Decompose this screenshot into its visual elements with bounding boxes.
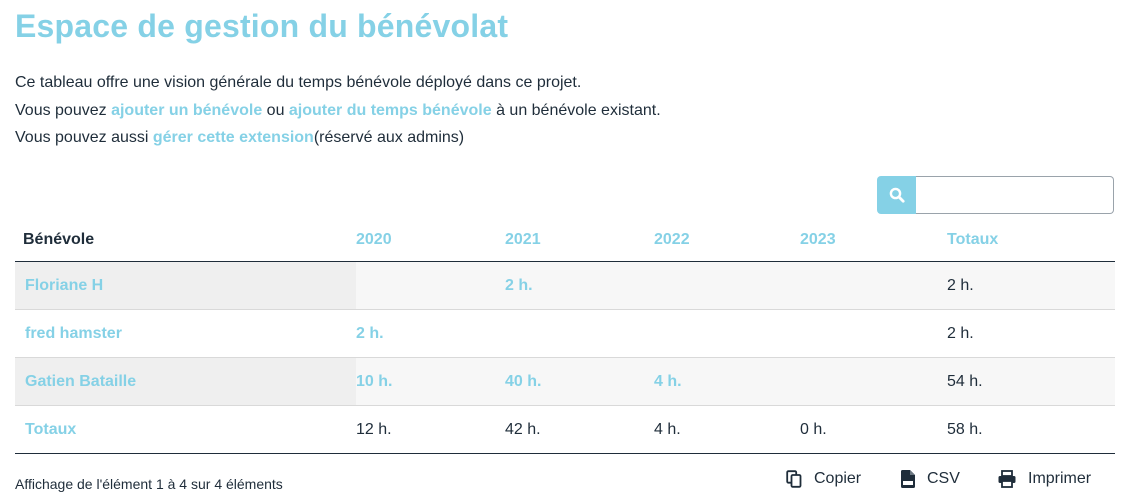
cell-2023 [800,357,947,406]
intro-text-segment: Vous pouvez aussi [15,129,153,146]
grand-total: 58 h. [947,405,1115,454]
print-button[interactable]: Imprimer [998,470,1091,488]
page-title: Espace de gestion du bénévolat [15,8,509,44]
cell-2020 [356,261,505,310]
copy-button[interactable]: Copier [786,470,861,488]
total-2022: 4 h. [654,405,800,454]
volunteer-name-link[interactable]: Floriane H [15,261,356,310]
cell-2021 [505,309,654,358]
total-2023: 0 h. [800,405,947,454]
total-2021: 42 h. [505,405,654,454]
cell-2021-link[interactable]: 2 h. [505,261,654,310]
intro-line-1: Ce tableau offre une vision générale du … [15,74,582,91]
totals-label: Totaux [15,405,356,454]
totals-row: Totaux 12 h. 42 h. 4 h. 0 h. 58 h. [15,405,1115,454]
add-volunteer-link[interactable]: ajouter un bénévole [111,101,263,119]
csv-label: CSV [927,470,960,487]
cell-total: 2 h. [947,309,1115,358]
intro-text-segment: à un bénévole existant. [491,101,661,119]
table-info: Affichage de l'élément 1 à 4 sur 4 éléme… [15,476,283,492]
column-header-2020[interactable]: 2020 [356,218,505,262]
intro-text: Ce tableau offre une vision générale du … [15,69,661,152]
column-header-volunteer[interactable]: Bénévole [15,218,356,262]
cell-2020-link[interactable]: 10 h. [356,357,505,406]
column-header-totals[interactable]: Totaux [947,218,1115,262]
cell-total: 54 h. [947,357,1115,406]
intro-text-segment: ou [262,101,289,119]
intro-line-3: Vous pouvez aussi gérer cette extension(… [15,124,661,152]
manage-extension-link[interactable]: gérer cette extension [152,129,314,146]
table-row: Floriane H 2 h. 2 h. [15,261,1115,310]
search-button[interactable] [877,176,916,214]
table-row: Gatien Bataille 10 h. 40 h. 4 h. 54 h. [15,357,1115,406]
cell-2022-link[interactable]: 4 h. [654,357,800,406]
cell-total: 2 h. [947,261,1115,310]
search-box [877,176,1114,214]
volunteer-table: Bénévole 2020 2021 2022 2023 Totaux Flor… [15,218,1115,454]
copy-label: Copier [814,470,862,487]
column-header-2021[interactable]: 2021 [505,218,654,262]
csv-button[interactable]: CSV [901,470,960,488]
volunteer-name-link[interactable]: fred hamster [15,309,356,358]
intro-text-segment: Vous pouvez [15,101,112,119]
column-header-2022[interactable]: 2022 [654,218,800,262]
add-volunteer-time-link[interactable]: ajouter du temps bénévole [288,101,492,119]
print-label: Imprimer [1028,470,1092,487]
intro-line-2: Vous pouvez ajouter un bénévole ou ajout… [15,97,661,125]
table-row: fred hamster 2 h. 2 h. [15,309,1115,358]
print-icon [998,470,1016,488]
cell-2022 [654,261,800,310]
search-input[interactable] [916,176,1114,214]
volunteer-name-link[interactable]: Gatien Bataille [15,357,356,406]
cell-2021-link[interactable]: 40 h. [505,357,654,406]
cell-2023 [800,309,947,358]
cell-2020-link[interactable]: 2 h. [356,309,505,358]
cell-2023 [800,261,947,310]
column-header-2023[interactable]: 2023 [800,218,947,262]
copy-icon [786,470,802,488]
cell-2022 [654,309,800,358]
intro-text-segment: (réservé aux admins) [313,129,465,146]
search-icon [889,187,905,203]
csv-file-icon [901,470,915,488]
total-2020: 12 h. [356,405,505,454]
table-header-row: Bénévole 2020 2021 2022 2023 Totaux [15,218,1115,262]
